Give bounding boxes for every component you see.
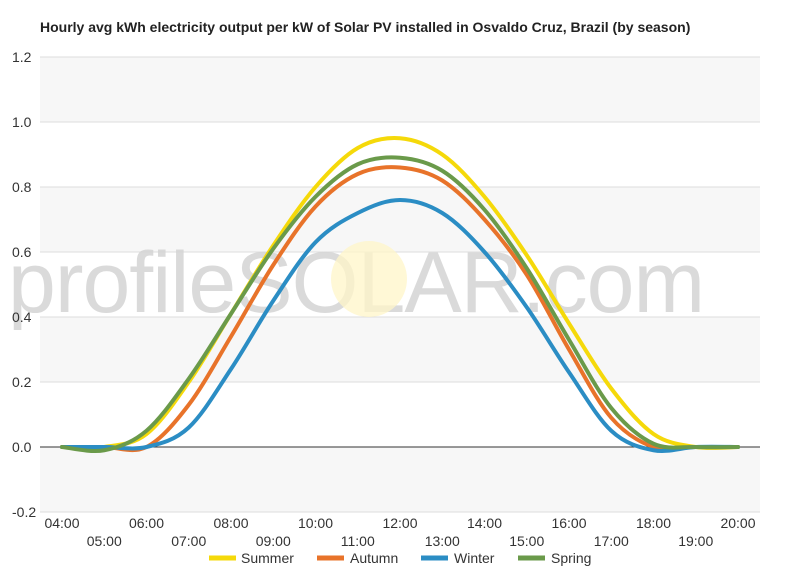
x-tick-label: 05:00 <box>87 533 122 549</box>
x-tick-label: 16:00 <box>551 515 586 531</box>
y-tick-label: 0.4 <box>12 309 32 325</box>
y-tick-label: 0.2 <box>12 374 32 390</box>
x-tick-label: 04:00 <box>44 515 79 531</box>
series-line-winter <box>60 198 740 453</box>
plot-band <box>40 447 760 512</box>
x-tick-label: 06:00 <box>129 515 164 531</box>
x-tick-label: 18:00 <box>636 515 671 531</box>
plot-band <box>40 317 760 382</box>
x-tick-label: 14:00 <box>467 515 502 531</box>
y-tick-label: 0.0 <box>12 439 32 455</box>
x-tick-label: 11:00 <box>341 533 375 549</box>
y-tick-label: 0.8 <box>12 179 32 195</box>
x-tick-label: 20:00 <box>720 515 755 531</box>
y-tick-label: -0.2 <box>12 504 36 520</box>
x-tick-label: 12:00 <box>382 515 417 531</box>
plot-band <box>40 382 760 447</box>
legend-label-autumn: Autumn <box>350 550 398 566</box>
x-tick-label: 15:00 <box>509 533 544 549</box>
x-tick-label: 17:00 <box>594 533 629 549</box>
legend-label-winter: Winter <box>454 550 495 566</box>
x-tick-label: 10:00 <box>298 515 333 531</box>
legend-label-spring: Spring <box>551 550 591 566</box>
legend-label-summer: Summer <box>241 550 294 566</box>
x-tick-label: 13:00 <box>425 533 460 549</box>
x-tick-label: 19:00 <box>678 533 713 549</box>
x-tick-label: 07:00 <box>171 533 206 549</box>
plot-band <box>40 187 760 252</box>
series-line-spring <box>60 155 740 453</box>
series-line-summer <box>60 136 740 450</box>
y-tick-label: 0.6 <box>12 244 32 260</box>
watermark-sun-icon <box>331 241 407 317</box>
y-tick-label: 1.2 <box>12 49 32 65</box>
series-line-autumn <box>60 165 740 453</box>
chart-title: Hourly avg kWh electricity output per kW… <box>40 19 691 35</box>
plot-band <box>40 57 760 122</box>
x-tick-label: 09:00 <box>256 533 291 549</box>
y-tick-label: 1.0 <box>12 114 32 130</box>
plot-band <box>40 122 760 187</box>
x-tick-label: 08:00 <box>213 515 248 531</box>
